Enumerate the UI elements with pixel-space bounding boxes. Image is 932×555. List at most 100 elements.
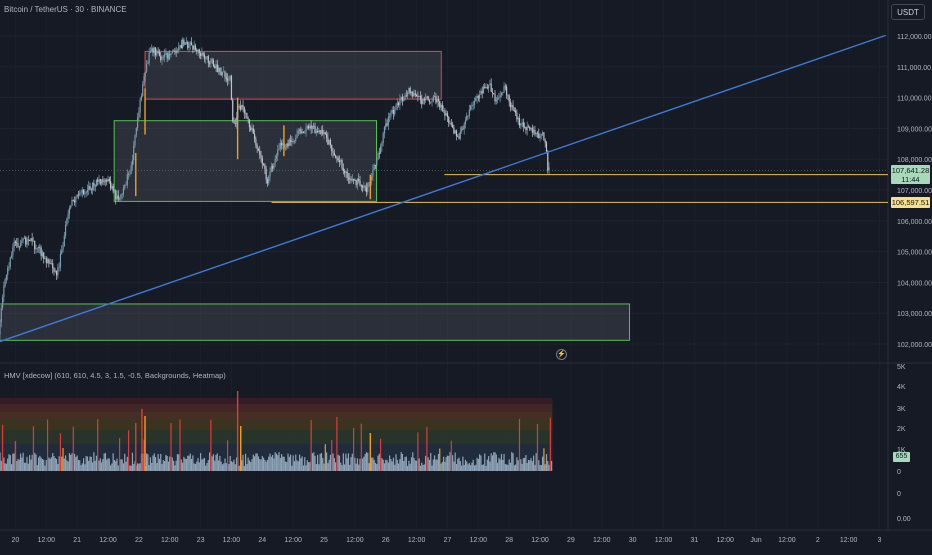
- candle-body: [112, 185, 114, 192]
- candle-body: [91, 182, 94, 190]
- candle: [521, 119, 523, 128]
- candle-body: [270, 166, 272, 172]
- volume-bar: [94, 460, 96, 471]
- candle-body: [288, 139, 290, 147]
- candle-body: [534, 129, 536, 135]
- candle-body: [188, 44, 190, 49]
- candle-body: [274, 158, 276, 164]
- candle-body: [39, 247, 41, 248]
- candle: [106, 178, 108, 186]
- candle-body: [253, 133, 256, 140]
- volume-bar: [113, 459, 116, 471]
- candle: [59, 249, 62, 272]
- candle: [165, 48, 167, 56]
- candle: [425, 93, 427, 103]
- candle: [536, 130, 539, 138]
- candle: [338, 155, 341, 168]
- volume-bar: [251, 459, 253, 471]
- candle-body: [502, 92, 504, 94]
- candle: [14, 240, 17, 247]
- candle-body: [1, 297, 4, 309]
- candle-body: [268, 176, 270, 184]
- volume-bar: [196, 461, 198, 471]
- volume-bar: [304, 457, 306, 471]
- candle: [35, 244, 37, 254]
- candle-body: [368, 182, 370, 184]
- candle: [309, 123, 311, 131]
- volume-bar: [484, 453, 486, 471]
- symbol-title[interactable]: Bitcoin / TetherUS · 30 · BINANCE: [4, 5, 127, 14]
- volume-bar: [161, 464, 163, 471]
- candle-body: [142, 84, 144, 97]
- volume-bar: [295, 454, 297, 471]
- volume-bar: [337, 454, 339, 471]
- volume-bar: [72, 426, 74, 471]
- candle: [61, 245, 63, 255]
- volume-bar: [407, 465, 409, 471]
- candle: [333, 149, 335, 156]
- volume-bar: [507, 464, 509, 471]
- currency-badge[interactable]: USDT: [891, 4, 925, 20]
- volume-bar: [255, 453, 257, 471]
- candle-body: [32, 240, 35, 242]
- candle: [131, 154, 134, 171]
- candle-body: [100, 179, 103, 184]
- candle: [315, 128, 317, 137]
- candle-body: [102, 179, 104, 182]
- candle: [247, 116, 249, 124]
- candle: [151, 44, 153, 53]
- volume-bar: [48, 457, 50, 471]
- volume-bar: [401, 453, 404, 471]
- candle-body: [193, 45, 195, 50]
- candle-body: [3, 286, 5, 298]
- candle: [89, 182, 91, 191]
- candle-body: [247, 118, 249, 120]
- candle: [386, 119, 388, 127]
- candle: [373, 163, 375, 171]
- candle: [422, 97, 424, 105]
- lightning-icon[interactable]: ⚡: [556, 349, 567, 360]
- candle: [274, 155, 276, 168]
- candle-body: [116, 195, 118, 200]
- candle: [162, 55, 164, 61]
- candle-body: [90, 189, 92, 190]
- candle-body: [337, 158, 339, 161]
- volume-bar: [176, 454, 179, 471]
- candle-body: [391, 110, 393, 113]
- volume-bar: [470, 465, 472, 471]
- volume-bar: [494, 452, 496, 471]
- candle-body: [464, 120, 467, 125]
- candle: [207, 54, 209, 68]
- candle-body: [359, 180, 361, 186]
- candle-body: [300, 129, 302, 134]
- candle-body: [466, 115, 468, 121]
- volume-bar: [107, 458, 109, 471]
- candle-body: [23, 237, 26, 239]
- candle-body: [59, 253, 62, 268]
- volume-bar: [547, 461, 549, 471]
- candle-body: [61, 250, 63, 254]
- candle-body: [207, 56, 209, 64]
- candle-body: [229, 75, 231, 80]
- volume-bar: [188, 455, 190, 471]
- volume-bar: [67, 461, 69, 471]
- candle: [364, 184, 366, 192]
- volume-bar: [139, 463, 141, 471]
- candle-body: [423, 99, 425, 101]
- candle-body: [145, 63, 148, 72]
- volume-bar: [243, 465, 245, 471]
- price-tick-label: 107,000.00: [897, 188, 932, 195]
- candle-body: [70, 205, 72, 209]
- indicator-title[interactable]: HMV [xdecow] (610, 610, 4.5, 3, 1.5, -0.…: [4, 371, 226, 380]
- heatmap-band: [0, 398, 553, 404]
- candle: [511, 102, 513, 111]
- candle: [293, 139, 296, 145]
- candle-body: [367, 183, 369, 192]
- candle-body: [443, 110, 445, 112]
- volume-bar: [210, 419, 212, 471]
- candle-body: [336, 157, 338, 159]
- candle-body: [498, 97, 500, 98]
- candle: [161, 55, 163, 66]
